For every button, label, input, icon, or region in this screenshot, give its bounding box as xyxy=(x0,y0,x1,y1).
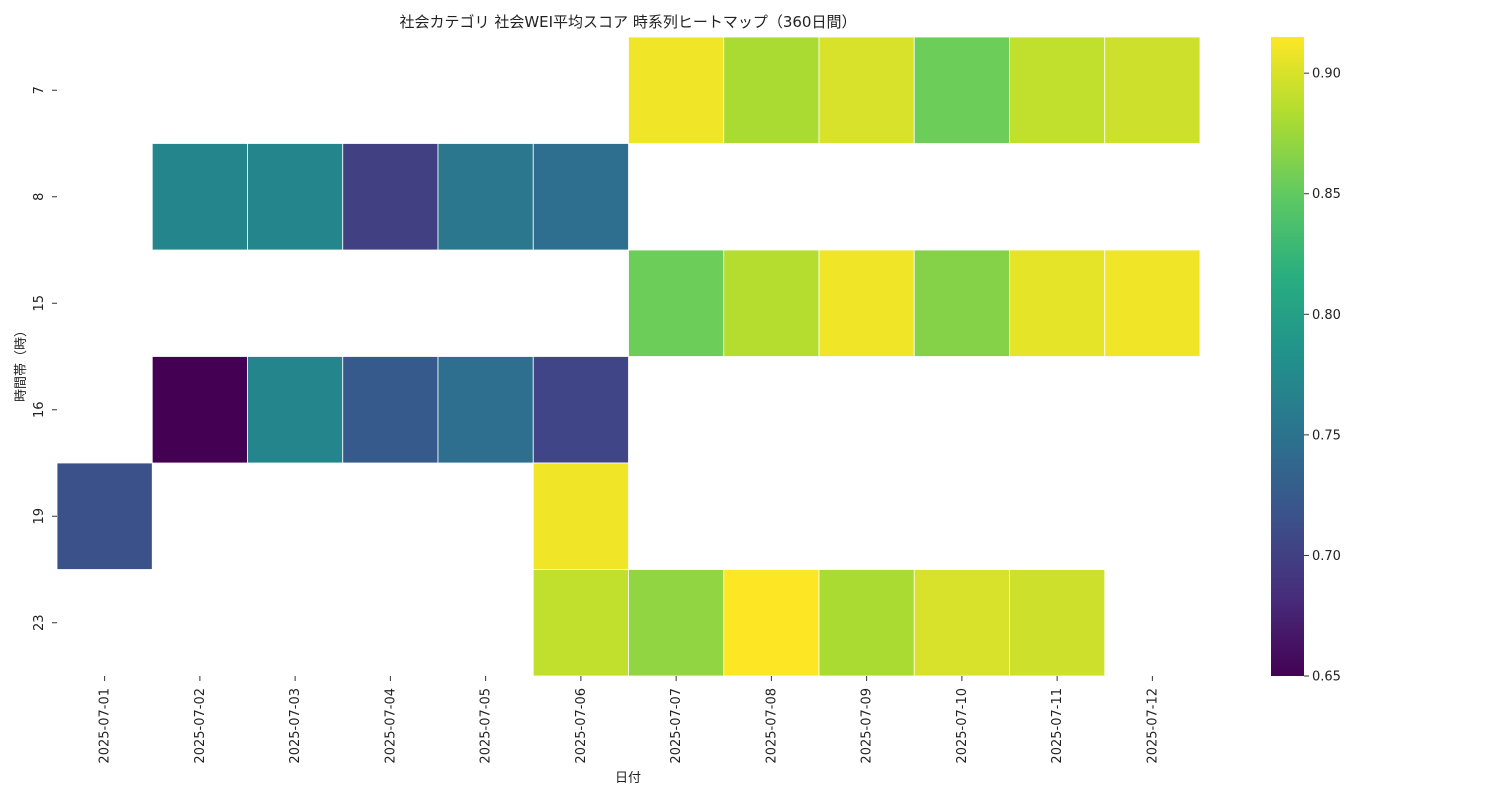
x-tick-label-2025-07-09: 2025-07-09 xyxy=(860,688,875,764)
heatmap-cell-15-2025-07-07 xyxy=(628,249,725,357)
heatmap-cell-23-2025-07-08 xyxy=(723,569,820,677)
heatmap-cell-23-2025-07-10 xyxy=(913,569,1010,677)
x-tick-label-2025-07-10: 2025-07-10 xyxy=(955,688,970,764)
heatmap-cell-8-2025-07-06 xyxy=(532,143,629,251)
colorbar-tick-label-0.65: 0.65 xyxy=(1312,670,1341,685)
heatmap-cell-16-2025-07-04 xyxy=(342,356,439,464)
x-axis: 2025-07-01 2025-07-02 2025-07-03 2025-07-04… xyxy=(98,676,1160,764)
heatmap-cell-7-2025-07-08 xyxy=(723,36,820,144)
heatmap-cell-15-2025-07-11 xyxy=(1009,249,1106,357)
x-tick-label-2025-07-05: 2025-07-05 xyxy=(479,688,494,764)
heatmap-cell-23-2025-07-09 xyxy=(818,569,915,677)
heatmap-cell-8-2025-07-03 xyxy=(247,143,344,251)
y-tick-label-23: 23 xyxy=(32,614,47,631)
x-tick-label-2025-07-07: 2025-07-07 xyxy=(669,688,684,764)
x-tick-label-2025-07-02: 2025-07-02 xyxy=(193,688,208,764)
y-axis-label: 時間帯（時） xyxy=(14,324,29,402)
colorbar-tick-label-0.75: 0.75 xyxy=(1312,428,1341,443)
y-tick-label-8: 8 xyxy=(32,193,47,201)
heatmap-cell-8-2025-07-02 xyxy=(151,143,248,251)
heatmap-cell-15-2025-07-12 xyxy=(1104,249,1201,357)
heatmap-cells xyxy=(56,36,1201,677)
heatmap-cell-8-2025-07-04 xyxy=(342,143,439,251)
heatmap-cell-23-2025-07-11 xyxy=(1009,569,1106,677)
chart-title: 社会カテゴリ 社会WEI平均スコア 時系列ヒートマップ（360日間） xyxy=(400,13,857,31)
y-tick-label-16: 16 xyxy=(32,401,47,418)
colorbar: 0.65 0.70 0.75 0.80 0.85 0.90 xyxy=(1271,37,1341,685)
heatmap-cell-16-2025-07-02 xyxy=(151,356,248,464)
heatmap-cell-16-2025-07-06 xyxy=(532,356,629,464)
heatmap-cell-16-2025-07-03 xyxy=(247,356,344,464)
y-axis: 7 8 15 16 19 23 xyxy=(32,86,57,631)
heatmap-cell-23-2025-07-07 xyxy=(628,569,725,677)
x-tick-label-2025-07-08: 2025-07-08 xyxy=(764,688,779,764)
x-tick-label-2025-07-11: 2025-07-11 xyxy=(1050,688,1065,764)
y-tick-label-19: 19 xyxy=(32,508,47,525)
y-tick-label-15: 15 xyxy=(32,295,47,312)
colorbar-tick-label-0.80: 0.80 xyxy=(1312,308,1341,323)
heatmap-cell-15-2025-07-09 xyxy=(818,249,915,357)
heatmap-cell-23-2025-07-06 xyxy=(532,569,629,677)
x-tick-label-2025-07-01: 2025-07-01 xyxy=(98,688,113,764)
heatmap-cell-7-2025-07-12 xyxy=(1104,36,1201,144)
heatmap-cell-7-2025-07-10 xyxy=(913,36,1010,144)
x-tick-label-2025-07-03: 2025-07-03 xyxy=(288,688,303,764)
heatmap-cell-7-2025-07-09 xyxy=(818,36,915,144)
heatmap-cell-7-2025-07-11 xyxy=(1009,36,1106,144)
heatmap-cell-7-2025-07-07 xyxy=(628,36,725,144)
x-tick-label-2025-07-12: 2025-07-12 xyxy=(1145,688,1160,764)
y-tick-label-7: 7 xyxy=(32,86,47,94)
heatmap-cell-16-2025-07-05 xyxy=(437,356,534,464)
heatmap-cell-19-2025-07-06 xyxy=(532,462,629,570)
colorbar-tick-label-0.85: 0.85 xyxy=(1312,187,1341,202)
colorbar-tick-label-0.90: 0.90 xyxy=(1312,67,1341,82)
heatmap-cell-15-2025-07-08 xyxy=(723,249,820,357)
x-tick-label-2025-07-06: 2025-07-06 xyxy=(574,688,589,764)
heatmap-cell-15-2025-07-10 xyxy=(913,249,1010,357)
heatmap-cell-19-2025-07-01 xyxy=(56,462,153,570)
x-tick-label-2025-07-04: 2025-07-04 xyxy=(383,688,398,764)
colorbar-tick-label-0.70: 0.70 xyxy=(1312,549,1341,564)
x-axis-label: 日付 xyxy=(615,771,641,786)
heatmap-cell-8-2025-07-05 xyxy=(437,143,534,251)
colorbar-gradient xyxy=(1271,37,1304,676)
